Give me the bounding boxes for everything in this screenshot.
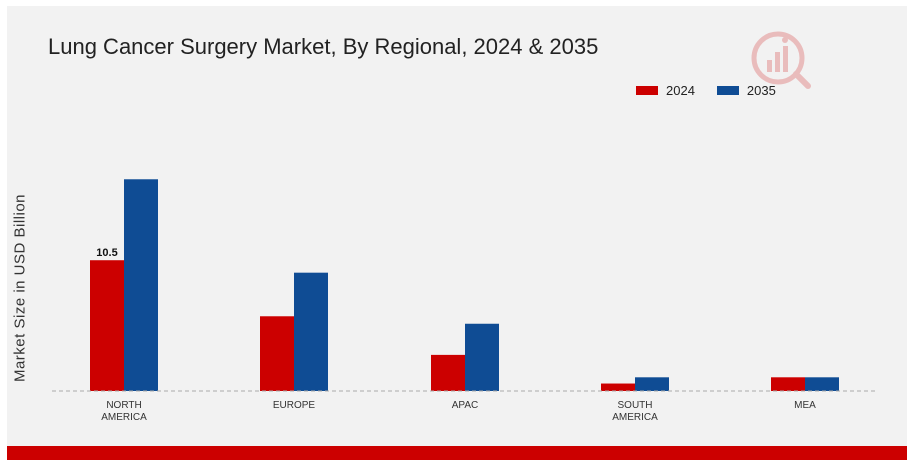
bar-2024-2 <box>431 354 465 391</box>
legend-swatch-2035 <box>716 86 739 95</box>
bar-2035-4 <box>805 377 839 391</box>
legend-swatch-2024 <box>636 86 658 95</box>
x-tick-label-1: EUROPE <box>273 400 316 411</box>
bar-2035-3 <box>635 377 669 391</box>
market-research-logo-icon <box>751 31 811 89</box>
bar-2024-1 <box>260 316 294 391</box>
legend: 2024 2035 <box>636 83 798 98</box>
data-label-0: 10.5 <box>96 247 117 259</box>
bar-2035-2 <box>465 323 499 391</box>
x-tick-label-4: MEA <box>794 400 816 411</box>
bar-2024-4 <box>771 377 805 391</box>
x-tick-label-3: SOUTH AMERICA <box>612 400 658 423</box>
bar-2035-0 <box>124 179 158 391</box>
legend-item-2035: 2035 <box>716 83 776 98</box>
bottom-accent-bar <box>7 446 907 460</box>
x-tick-label-2: APAC <box>452 400 479 411</box>
chart-title: Lung Cancer Surgery Market, By Regional,… <box>48 34 599 59</box>
x-tick-label-0: NORTH AMERICA <box>101 400 147 423</box>
data-labels: 10.5 <box>96 247 117 259</box>
legend-label-2035: 2035 <box>746 83 776 98</box>
bars-group <box>90 179 839 391</box>
bar-2035-1 <box>294 272 328 391</box>
x-tick-labels: NORTH AMERICA EUROPE APAC SOUTH AMERICA MEA <box>101 400 816 423</box>
legend-item-2024: 2024 <box>636 83 695 98</box>
bar-2024-0 <box>90 260 124 391</box>
legend-label-2024: 2024 <box>666 83 695 98</box>
bar-2024-3 <box>601 383 635 391</box>
